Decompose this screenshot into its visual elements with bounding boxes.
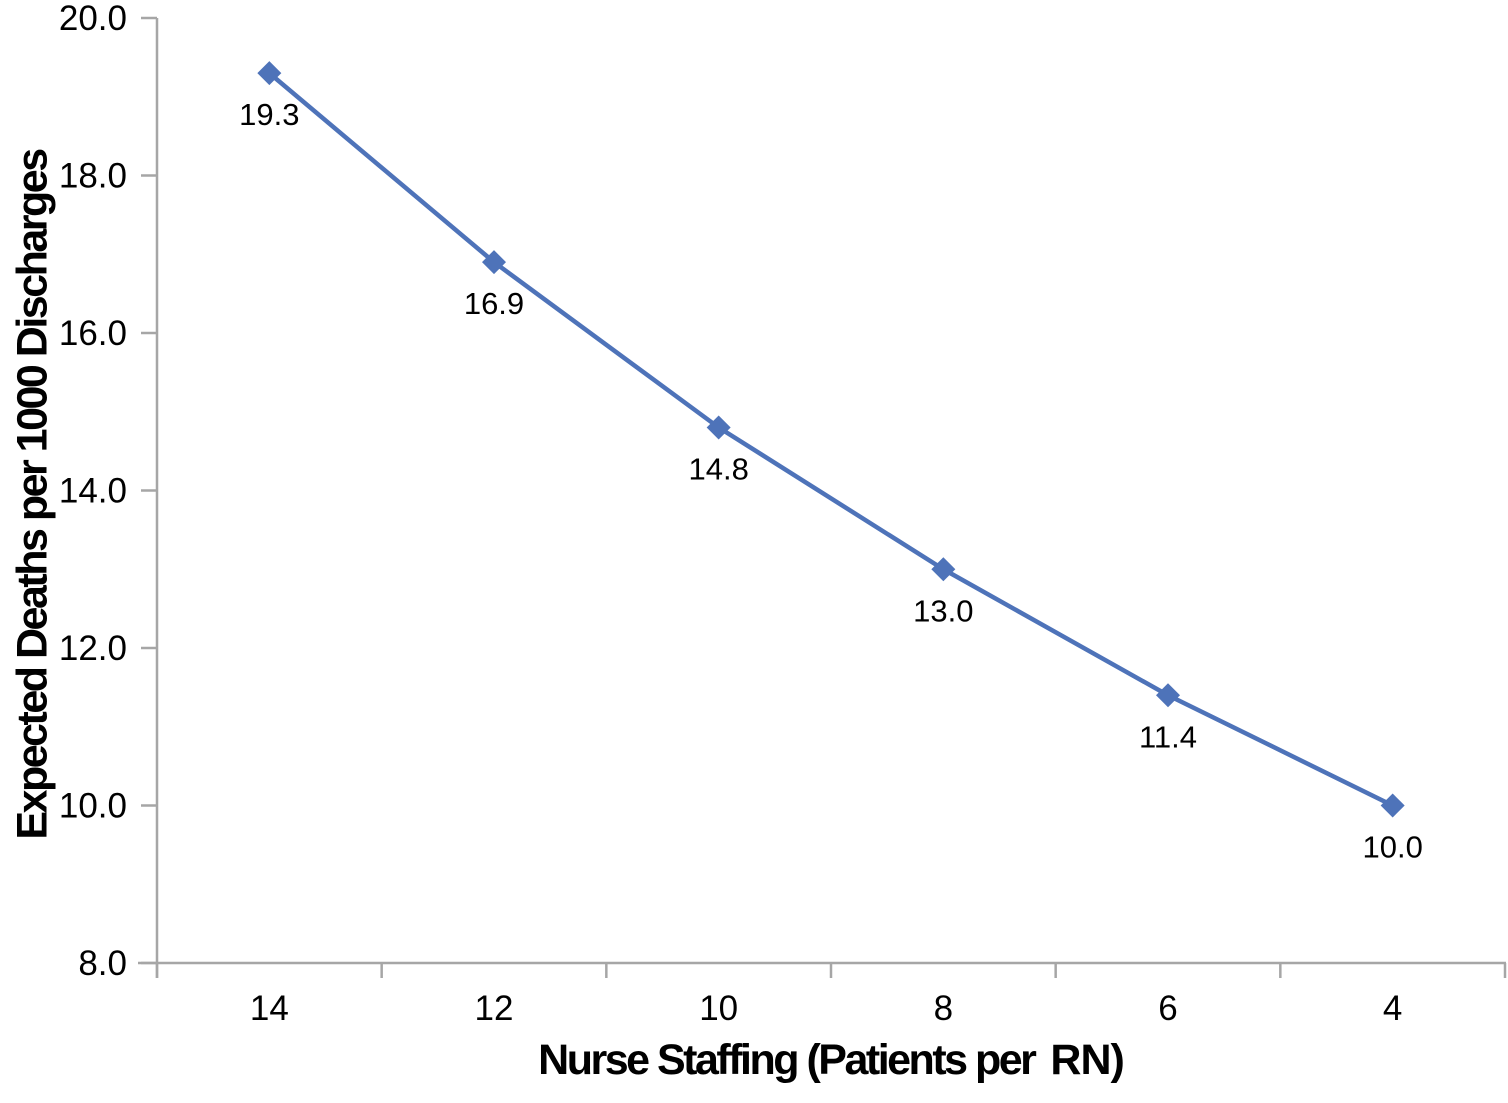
data-point-label: 19.3 <box>239 97 299 132</box>
data-point-label: 16.9 <box>464 286 524 321</box>
data-point-label: 13.0 <box>913 593 973 628</box>
x-axis-title: Nurse Staffing (Patients per RN) <box>538 1036 1125 1085</box>
data-point-marker <box>1156 683 1180 708</box>
data-point-label: 10.0 <box>1362 830 1422 865</box>
x-tick-label: 12 <box>475 989 514 1028</box>
data-point-marker <box>706 415 731 440</box>
x-tick-label: 6 <box>1158 989 1177 1028</box>
x-axis-title-text: Nurse Staffing (Patients per <box>538 1036 1037 1084</box>
y-tick-label: 8.0 <box>78 944 127 983</box>
data-point-marker <box>931 557 956 582</box>
data-point-label: 14.8 <box>688 452 748 487</box>
data-point-marker <box>482 250 506 275</box>
x-tick-label: 14 <box>250 989 289 1028</box>
y-axis-title: Expected Deaths per 1000 Discharges <box>9 150 58 839</box>
y-tick-label: 10.0 <box>59 787 127 826</box>
y-tick-label: 14.0 <box>59 472 127 511</box>
y-tick-label: 16.0 <box>59 314 127 353</box>
data-point-label: 11.4 <box>1139 719 1197 754</box>
y-axis-title-text: Expected Deaths per 1000 Discharges <box>8 150 57 840</box>
series-line <box>267 70 1395 808</box>
y-tick-label: 12.0 <box>59 629 127 668</box>
x-tick-label: 8 <box>934 989 953 1028</box>
x-axis-title-suffix: RN) <box>1050 1036 1124 1084</box>
y-tick-label: 20.0 <box>59 0 127 38</box>
data-point-marker <box>1380 793 1405 818</box>
data-point-marker <box>257 61 282 86</box>
y-tick-label: 18.0 <box>59 157 127 196</box>
x-tick-label: 10 <box>699 989 738 1028</box>
x-tick-label: 4 <box>1383 989 1402 1028</box>
